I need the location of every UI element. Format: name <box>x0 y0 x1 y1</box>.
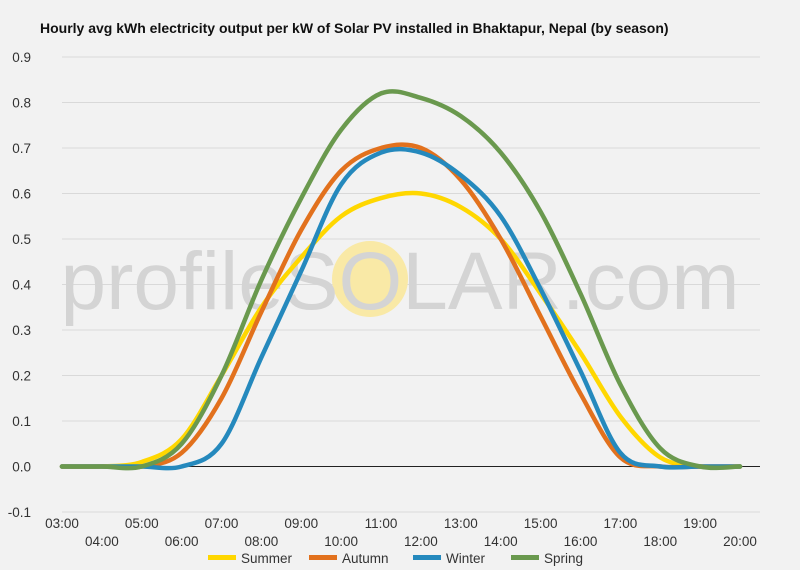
chart-title: Hourly avg kWh electricity output per kW… <box>40 20 669 36</box>
series-lines <box>59 89 743 471</box>
x-tick-label: 15:00 <box>524 516 558 531</box>
y-tick-label: 0.0 <box>12 460 31 475</box>
y-tick-label: 0.4 <box>12 278 31 293</box>
series-line-spring <box>59 89 743 471</box>
series-line-winter <box>59 146 743 471</box>
x-tick-label: 04:00 <box>85 534 119 549</box>
x-tick-label: 12:00 <box>404 534 438 549</box>
y-tick-label: 0.5 <box>12 232 31 247</box>
x-tick-label: 13:00 <box>444 516 478 531</box>
x-tick-label: 03:00 <box>45 516 79 531</box>
x-tick-label: 10:00 <box>324 534 358 549</box>
watermark-suffix: .com <box>562 236 740 327</box>
watermark-prefix: profile <box>60 236 283 327</box>
x-tick-label: 19:00 <box>683 516 717 531</box>
x-tick-label: 20:00 <box>723 534 757 549</box>
y-tick-label: 0.6 <box>12 187 31 202</box>
x-tick-label: 11:00 <box>365 516 398 531</box>
x-tick-label: 17:00 <box>603 516 637 531</box>
y-tick-label: 0.8 <box>12 96 31 111</box>
legend: Summer Autumn Winter Spring <box>208 551 583 566</box>
x-tick-label: 07:00 <box>205 516 239 531</box>
x-tick-label: 16:00 <box>564 534 598 549</box>
x-tick-label: 18:00 <box>643 534 677 549</box>
legend-label-summer: Summer <box>241 551 293 566</box>
watermark-brand: SOLAR <box>284 236 562 327</box>
legend-swatch-winter <box>413 555 441 560</box>
y-axis-ticks: -0.1 0.0 0.1 0.2 0.3 0.4 0.5 0.6 0.7 0.8 0.9 <box>8 50 32 520</box>
legend-swatch-spring <box>511 555 539 560</box>
svg-text:profileSOLAR.com: profileSOLAR.com <box>60 236 739 327</box>
y-tick-label: 0.1 <box>12 414 31 429</box>
x-tick-label: 08:00 <box>245 534 279 549</box>
x-tick-label: 09:00 <box>284 516 318 531</box>
x-tick-label: 14:00 <box>484 534 518 549</box>
legend-label-spring: Spring <box>544 551 583 566</box>
y-tick-label: 0.3 <box>12 323 31 338</box>
y-tick-label: -0.1 <box>8 505 31 520</box>
watermark: profileSOLAR.com <box>60 236 739 327</box>
x-tick-label: 05:00 <box>125 516 159 531</box>
y-tick-label: 0.9 <box>12 50 31 65</box>
y-tick-label: 0.2 <box>12 369 31 384</box>
watermark-sun-icon <box>332 241 408 317</box>
x-axis-ticks: 03:00 04:00 05:00 06:00 07:00 08:00 09:00 10:00… <box>45 516 757 549</box>
legend-swatch-autumn <box>309 555 337 560</box>
series-line-autumn <box>59 142 743 470</box>
legend-label-autumn: Autumn <box>342 551 389 566</box>
x-tick-label: 06:00 <box>165 534 199 549</box>
y-tick-label: 0.7 <box>12 141 31 156</box>
legend-swatch-summer <box>208 555 236 560</box>
legend-label-winter: Winter <box>446 551 486 566</box>
series-line-summer <box>59 190 743 470</box>
